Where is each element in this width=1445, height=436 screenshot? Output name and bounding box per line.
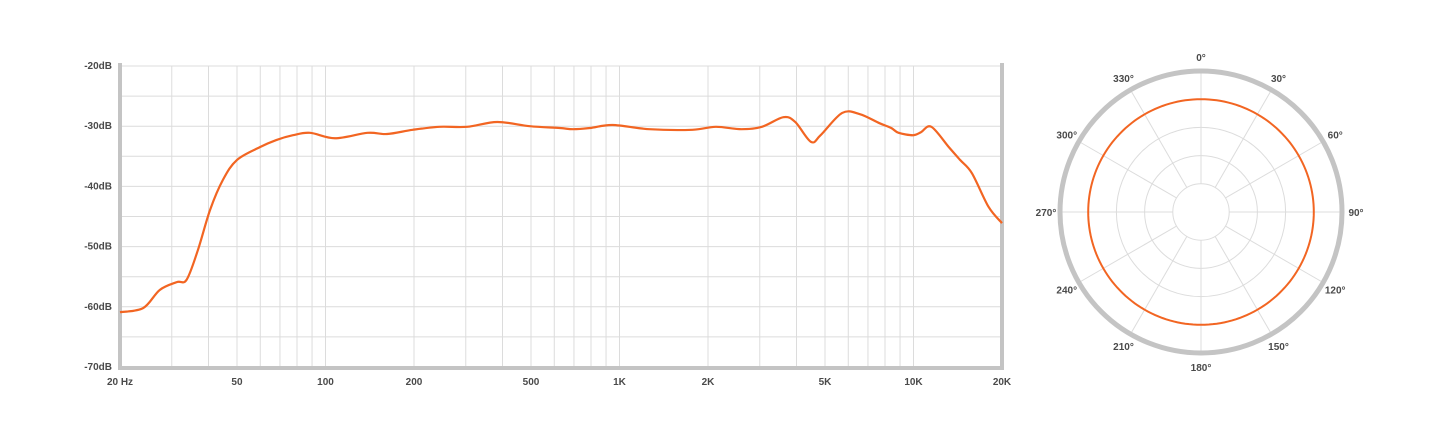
polar-ring <box>1172 183 1230 241</box>
y-tick-label: -50dB <box>84 242 112 253</box>
x-tick-label: 1K <box>613 377 627 388</box>
polar-spoke <box>1214 89 1272 188</box>
angle-label: 120° <box>1325 286 1346 297</box>
x-tick-label: 50 <box>231 377 243 388</box>
y-tick-label: -20dB <box>84 61 112 72</box>
polar-spoke <box>1225 225 1324 283</box>
x-tick-label: 20 Hz <box>107 377 133 388</box>
polar-spoke <box>1130 89 1188 188</box>
x-tick-label: 200 <box>406 377 423 388</box>
y-tick-label: -60dB <box>84 302 112 313</box>
y-tick-label: -70dB <box>84 362 112 373</box>
x-tick-label: 20K <box>993 377 1012 388</box>
angle-label: 90° <box>1348 208 1363 219</box>
x-tick-label: 100 <box>317 377 334 388</box>
angle-label: 240° <box>1056 286 1077 297</box>
polar-outer-ring <box>1057 68 1345 356</box>
polar-spoke <box>1078 225 1177 283</box>
x-tick-label: 10K <box>904 377 923 388</box>
polar-pattern-chart: 0° 30° 60° 90° 120° 150° 180° 210° 240° 270° 300° 3… <box>1036 53 1364 374</box>
polar-spoke <box>1078 141 1177 199</box>
angle-label: 300° <box>1056 131 1077 142</box>
angle-label: 150° <box>1268 342 1289 353</box>
angle-label: 60° <box>1328 131 1343 142</box>
angle-label: 180° <box>1191 363 1212 374</box>
polar-spoke <box>1225 141 1324 199</box>
x-tick-label: 5K <box>819 377 833 388</box>
y-tick-label: -40dB <box>84 181 112 192</box>
x-tick-label: 500 <box>523 377 540 388</box>
y-tick-label: -30dB <box>84 121 112 132</box>
angle-label: 330° <box>1113 74 1134 85</box>
frequency-response-chart: -20dB -30dB -40dB -50dB -60dB -70dB 20 Hz 50 100… <box>84 61 1012 388</box>
x-tick-label: 2K <box>702 377 716 388</box>
angle-label: 270° <box>1036 208 1057 219</box>
response-curve <box>119 110 1003 314</box>
polar-pattern-curve <box>1087 98 1315 326</box>
angle-label: 0° <box>1196 53 1206 64</box>
angle-label: 210° <box>1113 342 1134 353</box>
polar-spoke <box>1214 236 1272 335</box>
polar-spoke <box>1130 236 1188 335</box>
angle-label: 30° <box>1271 74 1286 85</box>
